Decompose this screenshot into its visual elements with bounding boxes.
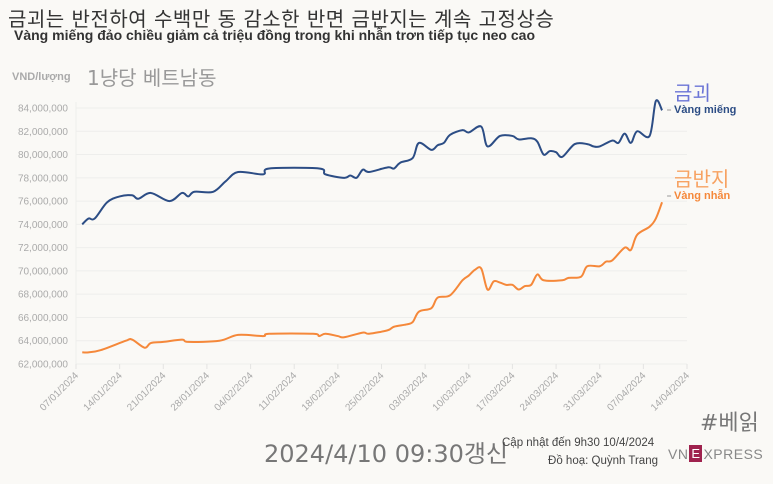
y-tick-label: 72,000,000	[18, 243, 68, 254]
series-line-vang-mieng	[81, 99, 663, 226]
chart-subtitle: Vàng miếng đảo chiều giảm cả triệu đồng …	[14, 27, 536, 43]
y-tick-label: 68,000,000	[18, 290, 68, 301]
series-label: Vàng miếng	[674, 104, 736, 116]
series-label: Vàng nhẫn	[674, 189, 731, 202]
y-tick-label: 62,000,000	[18, 360, 68, 371]
series-label-ko: 금괴	[674, 81, 711, 105]
updated-time: Cập nhật đến 9h30 10/4/2024	[502, 437, 655, 449]
y-tick-label: 84,000,000	[18, 104, 68, 115]
logo-left: VN	[668, 445, 689, 462]
x-tick-label: 21/01/2024	[125, 370, 168, 413]
y-tick-label: 66,000,000	[18, 313, 68, 324]
y-tick-label: 70,000,000	[18, 266, 68, 277]
x-tick-label: 07/04/2024	[605, 370, 648, 413]
x-tick-label: 03/03/2024	[387, 370, 430, 413]
unit-label-ko: 1냥당 베트남동	[87, 66, 217, 90]
x-tick-label: 31/03/2024	[562, 370, 605, 413]
series-line-vang-nhan	[82, 201, 663, 354]
hashtag: #베읽	[700, 411, 759, 436]
x-tick-label: 18/02/2024	[300, 370, 343, 413]
vnexpress-logo: VN E XPRESS	[668, 445, 763, 462]
logo-right: XPRESS	[703, 445, 764, 462]
y-tick-label: 82,000,000	[18, 127, 68, 138]
graphic-credit: Đồ hoạ: Quỳnh Trang	[548, 455, 658, 467]
y-tick-label: 76,000,000	[18, 197, 68, 208]
updated-time-ko: 2024/4/10 09:30갱신	[264, 440, 509, 468]
y-tick-label: 78,000,000	[18, 173, 68, 184]
x-tick-label: 14/04/2024	[649, 370, 692, 413]
y-tick-label: 64,000,000	[18, 336, 68, 347]
y-axis-ticks: 62,000,000 64,000,000 66,000,000 68,000,000…	[18, 104, 68, 371]
x-tick-label: 04/02/2024	[213, 370, 256, 413]
chart-title-ko: 금괴는 반전하여 수백만 동 감소한 반면 금반지는 계속 고정상승	[8, 7, 555, 31]
x-tick-label: 10/03/2024	[431, 370, 474, 413]
x-tick-label: 14/01/2024	[82, 370, 125, 413]
x-tick-label: 11/02/2024	[257, 370, 300, 413]
x-tick-label: 25/02/2024	[343, 370, 386, 413]
y-tick-label: 80,000,000	[18, 150, 68, 161]
logo-mark: E	[689, 445, 703, 462]
gridlines	[75, 102, 687, 365]
series-lines	[81, 99, 663, 354]
y-tick-label: 74,000,000	[18, 220, 68, 231]
x-tick-label: 24/03/2024	[518, 370, 561, 413]
series-label-ko: 금반지	[674, 167, 729, 191]
unit-label: VND/lượng	[12, 71, 71, 83]
x-tick-label: 28/01/2024	[169, 370, 212, 413]
x-tick-label: 07/01/2024	[38, 370, 81, 413]
x-tick-label: 17/03/2024	[474, 370, 517, 413]
x-axis-ticks: 07/01/2024 14/01/2024 21/01/2024 28/01/2024…	[38, 364, 692, 414]
